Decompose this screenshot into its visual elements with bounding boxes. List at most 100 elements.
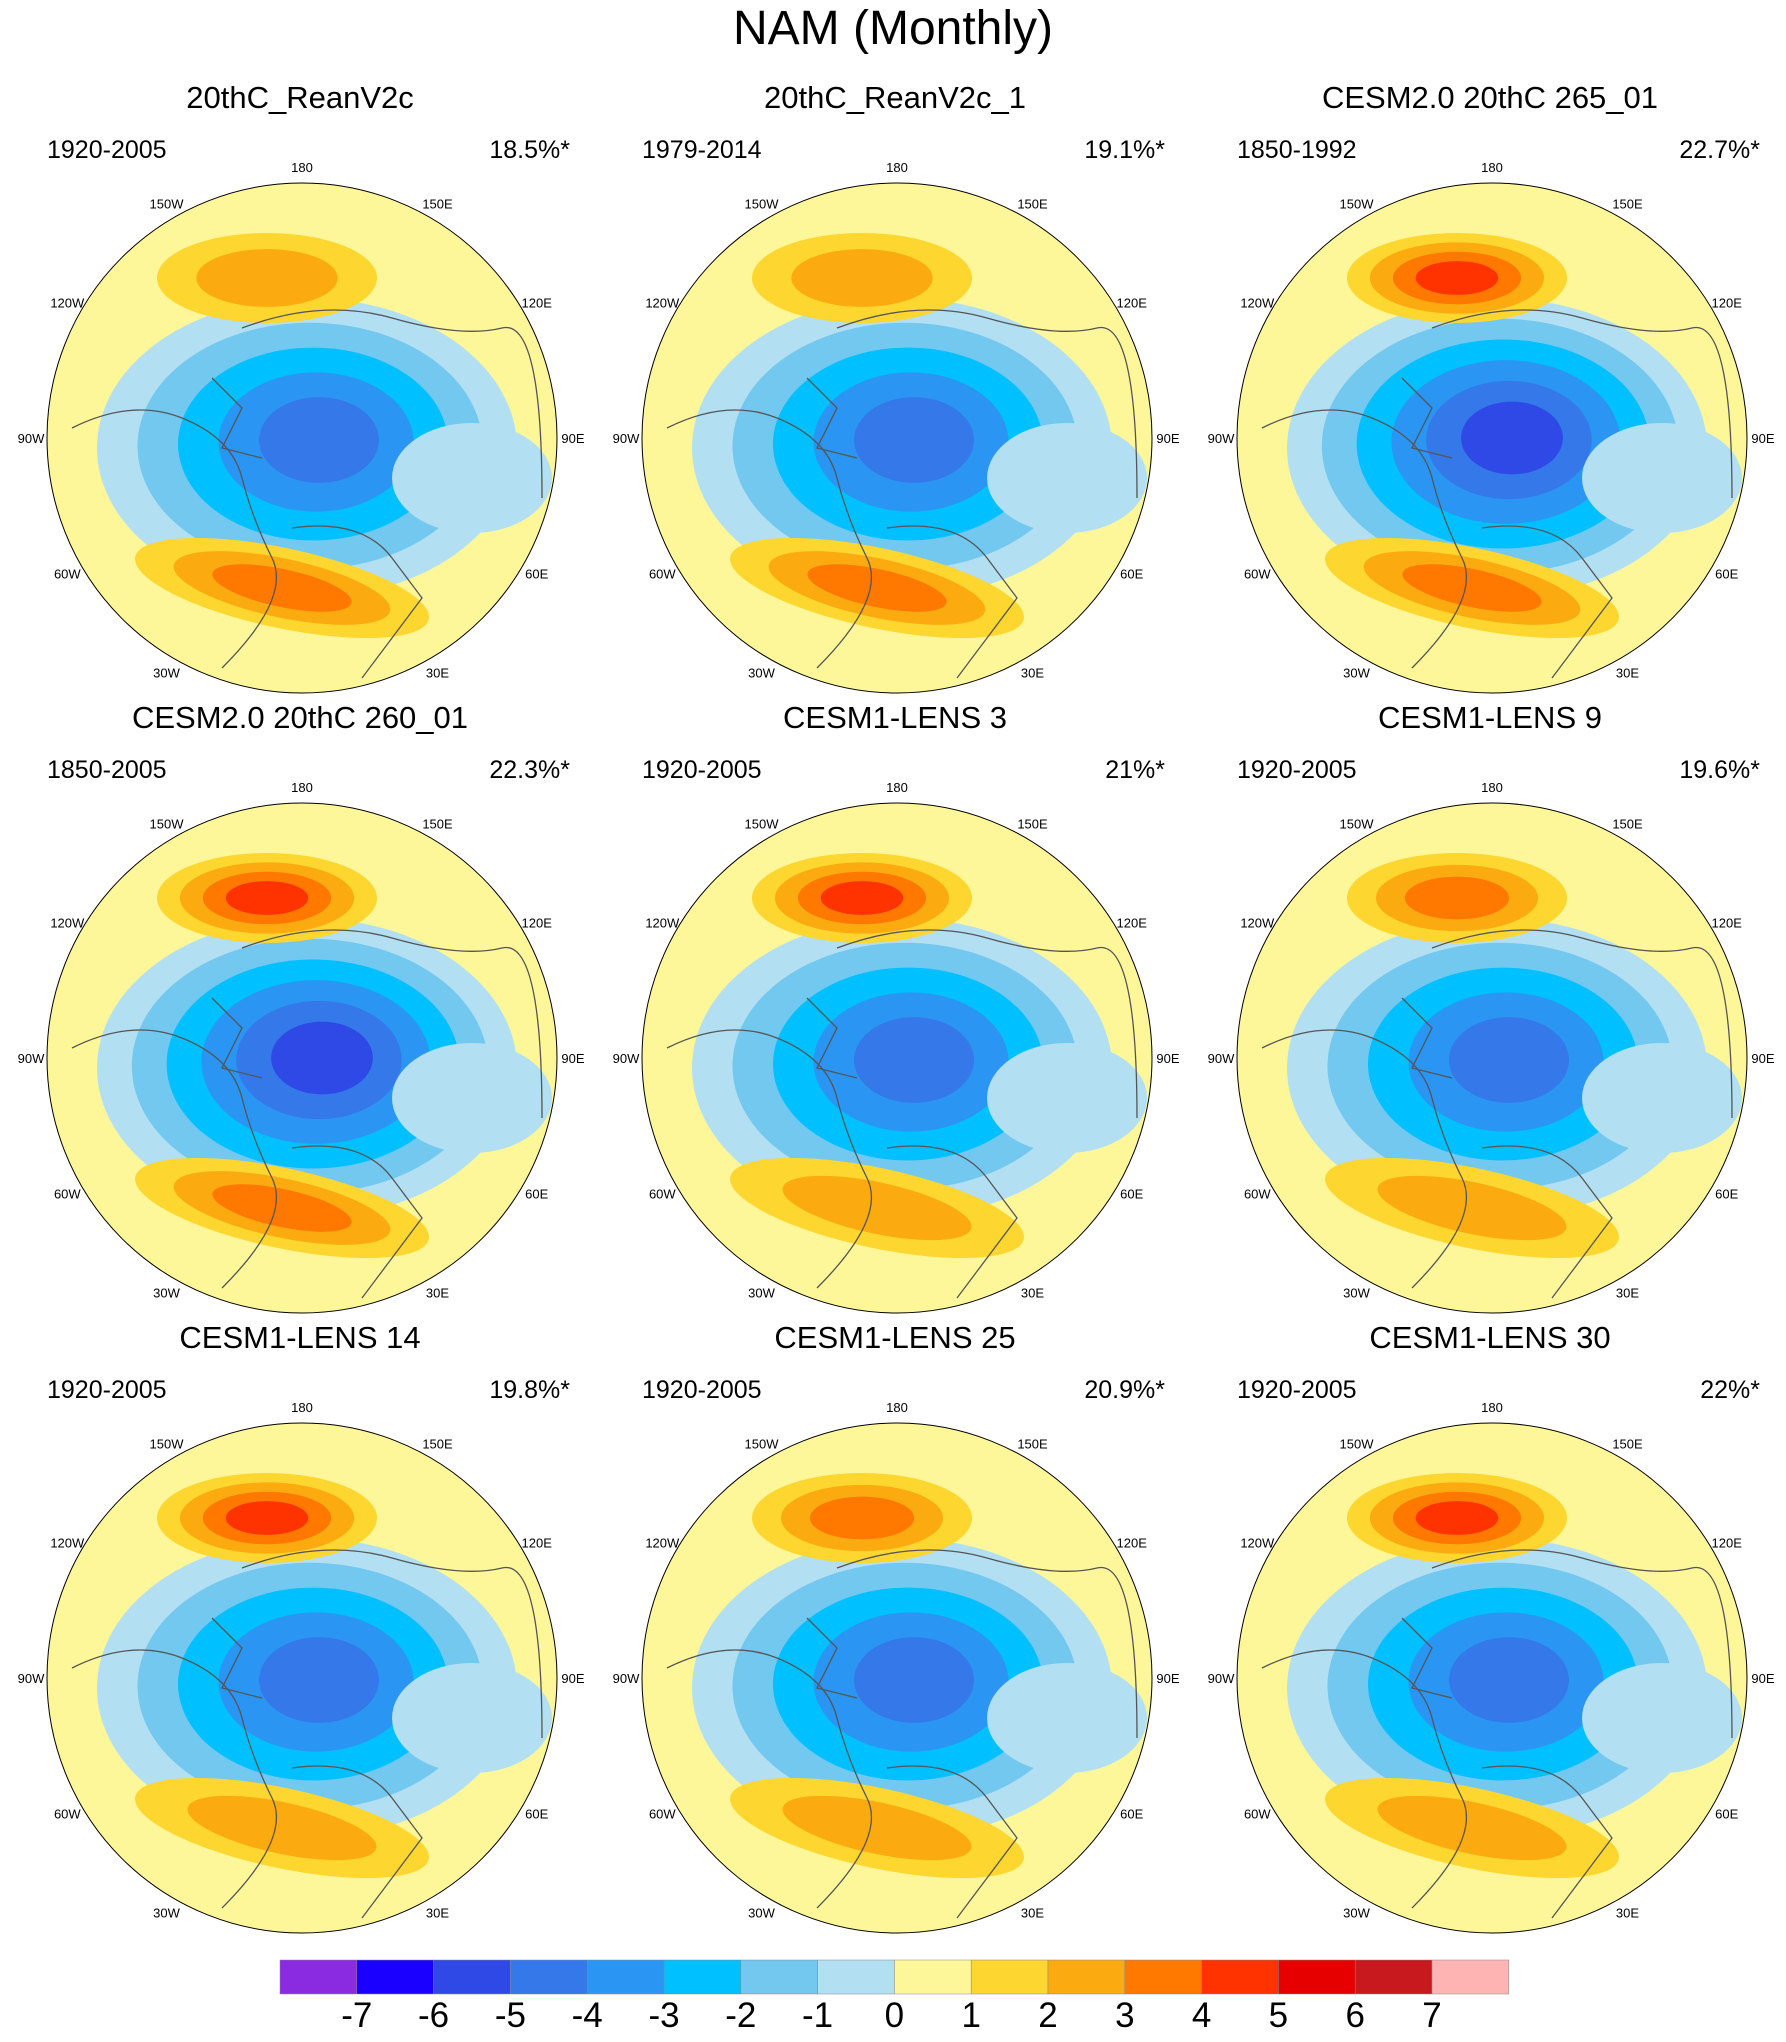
colorbar-tick-label: 0 <box>884 1996 905 2035</box>
longitude-label: 180 <box>291 1400 313 1415</box>
longitude-label: 60E <box>1120 1807 1143 1822</box>
contour-negative-asia <box>392 423 552 533</box>
longitude-label: 120W <box>50 1536 85 1551</box>
longitude-label: 30W <box>153 666 180 681</box>
longitude-label: 90E <box>1751 1671 1774 1686</box>
colorbar-tick-label: -1 <box>802 1996 834 2035</box>
longitude-label: 30E <box>1021 666 1044 681</box>
map-panel: CESM1-LENS 30 1920-2005 22%* 180 150E 120E 90E… <box>1205 1320 1775 1940</box>
map-border <box>1236 1422 1748 1934</box>
coastline <box>1481 1145 1613 1299</box>
longitude-label: 90E <box>561 1671 584 1686</box>
map-panel: CESM2.0 20thC 265_01 1850-1992 22.7%* 180 15… <box>1205 80 1775 700</box>
longitude-label: 180 <box>886 1400 908 1415</box>
longitude-label: 30W <box>1343 1286 1370 1301</box>
map-panel: CESM1-LENS 14 1920-2005 19.8%* 180 150E 120E 9… <box>15 1320 585 1940</box>
coastline <box>836 1549 1138 1739</box>
contour-negative-5 <box>259 397 379 483</box>
longitude-label: 30W <box>153 1286 180 1301</box>
panel-title: 20thC_ReanV2c_1 <box>764 80 1026 115</box>
contour-negative-asia <box>1582 1043 1742 1153</box>
longitude-label: 90E <box>1751 431 1774 446</box>
colorbar-swatch <box>894 1959 972 1995</box>
longitude-label: 30E <box>1616 1286 1639 1301</box>
contour-pacific-3 <box>809 1496 915 1540</box>
contour-atlantic-3 <box>807 564 947 612</box>
longitude-label: 150E <box>1612 196 1643 211</box>
panel-period: 1920-2005 <box>47 136 167 164</box>
longitude-label: 90E <box>561 431 584 446</box>
panel-period: 1920-2005 <box>47 1376 167 1404</box>
polar-map: 180150E120E90E60E30E030W60W90W120W150W <box>1208 160 1775 694</box>
map-border <box>641 1422 1153 1934</box>
longitude-label: 150W <box>745 1436 780 1451</box>
contour-atlantic-3 <box>212 564 352 612</box>
longitude-label: 60E <box>525 1807 548 1822</box>
colorbar-tick-label: -6 <box>418 1996 450 2035</box>
panel-period: 1920-2005 <box>642 756 762 784</box>
coastline <box>1401 1617 1453 1699</box>
contour-negative-asia <box>392 1043 552 1153</box>
longitude-label: 150W <box>1340 816 1375 831</box>
longitude-label: 150W <box>150 1436 185 1451</box>
coastline <box>241 1549 543 1739</box>
longitude-label: 30W <box>748 1906 775 1921</box>
longitude-label: 180 <box>1481 160 1503 175</box>
coastline <box>1261 409 1468 669</box>
contour-pacific-2 <box>791 249 933 307</box>
contour-negative-5 <box>1449 1017 1569 1103</box>
longitude-label: 180 <box>291 780 313 795</box>
coastline <box>806 1617 858 1699</box>
longitude-label: 60W <box>54 567 81 582</box>
panel-period: 1920-2005 <box>642 1376 762 1404</box>
longitude-label: 120E <box>1712 1536 1743 1551</box>
colorbar-swatch <box>356 1959 434 1995</box>
longitude-label: 60W <box>649 1187 676 1202</box>
longitude-label: 60E <box>1715 1807 1738 1822</box>
contour-atlantic-2 <box>1377 1795 1567 1861</box>
panel-explained-variance: 21%* <box>1105 756 1165 784</box>
longitude-label: 180 <box>886 160 908 175</box>
longitude-label: 150W <box>1340 1436 1375 1451</box>
contour-pacific-4 <box>1415 1501 1499 1535</box>
longitude-label: 120W <box>1240 296 1275 311</box>
colorbar-swatch <box>586 1959 665 1995</box>
coastline <box>886 525 1018 679</box>
contour-atlantic-3 <box>1402 564 1542 612</box>
panel-explained-variance: 19.1%* <box>1084 136 1165 164</box>
longitude-label: 90E <box>1156 431 1179 446</box>
colorbar-swatch <box>433 1959 511 1995</box>
coastline <box>666 409 873 669</box>
longitude-label: 30W <box>1343 666 1370 681</box>
colorbar-swatch <box>510 1959 588 1995</box>
longitude-label: 120E <box>1712 296 1743 311</box>
coastline <box>241 929 543 1119</box>
longitude-label: 120W <box>1240 916 1275 931</box>
panel-explained-variance: 22%* <box>1700 1376 1760 1404</box>
panel-title: CESM1-LENS 9 <box>1378 700 1602 735</box>
longitude-label: 180 <box>291 160 313 175</box>
polar-map: 180150E120E90E60E30E030W60W90W120W150W <box>1208 1400 1775 1934</box>
longitude-label: 90W <box>18 1671 45 1686</box>
longitude-label: 60E <box>525 1187 548 1202</box>
longitude-label: 180 <box>1481 1400 1503 1415</box>
colorbar-tick-label: -2 <box>725 1996 757 2035</box>
colorbar-tick-label: 2 <box>1038 1996 1058 2035</box>
longitude-label: 120W <box>645 296 680 311</box>
longitude-label: 60E <box>1120 567 1143 582</box>
contour-negative-asia <box>987 1043 1147 1153</box>
panel-period: 1920-2005 <box>1237 756 1357 784</box>
longitude-label: 150E <box>422 1436 453 1451</box>
contour-negative-5 <box>854 1637 974 1723</box>
longitude-label: 120E <box>522 296 553 311</box>
longitude-label: 30W <box>1343 1906 1370 1921</box>
map-panel: CESM1-LENS 9 1920-2005 19.6%* 180 150E 120E 90… <box>1205 700 1775 1320</box>
longitude-label: 30E <box>1021 1906 1044 1921</box>
contour-pacific-4 <box>1415 261 1499 295</box>
contour-pacific-4 <box>225 1501 309 1535</box>
longitude-label: 120E <box>522 1536 553 1551</box>
map-panel: 20thC_ReanV2c_1 1979-2014 19.1%* 180 150E 120… <box>610 80 1180 700</box>
colorbar-tick-label: -5 <box>494 1996 526 2035</box>
coastline <box>1401 997 1453 1079</box>
coastline <box>291 1145 423 1299</box>
